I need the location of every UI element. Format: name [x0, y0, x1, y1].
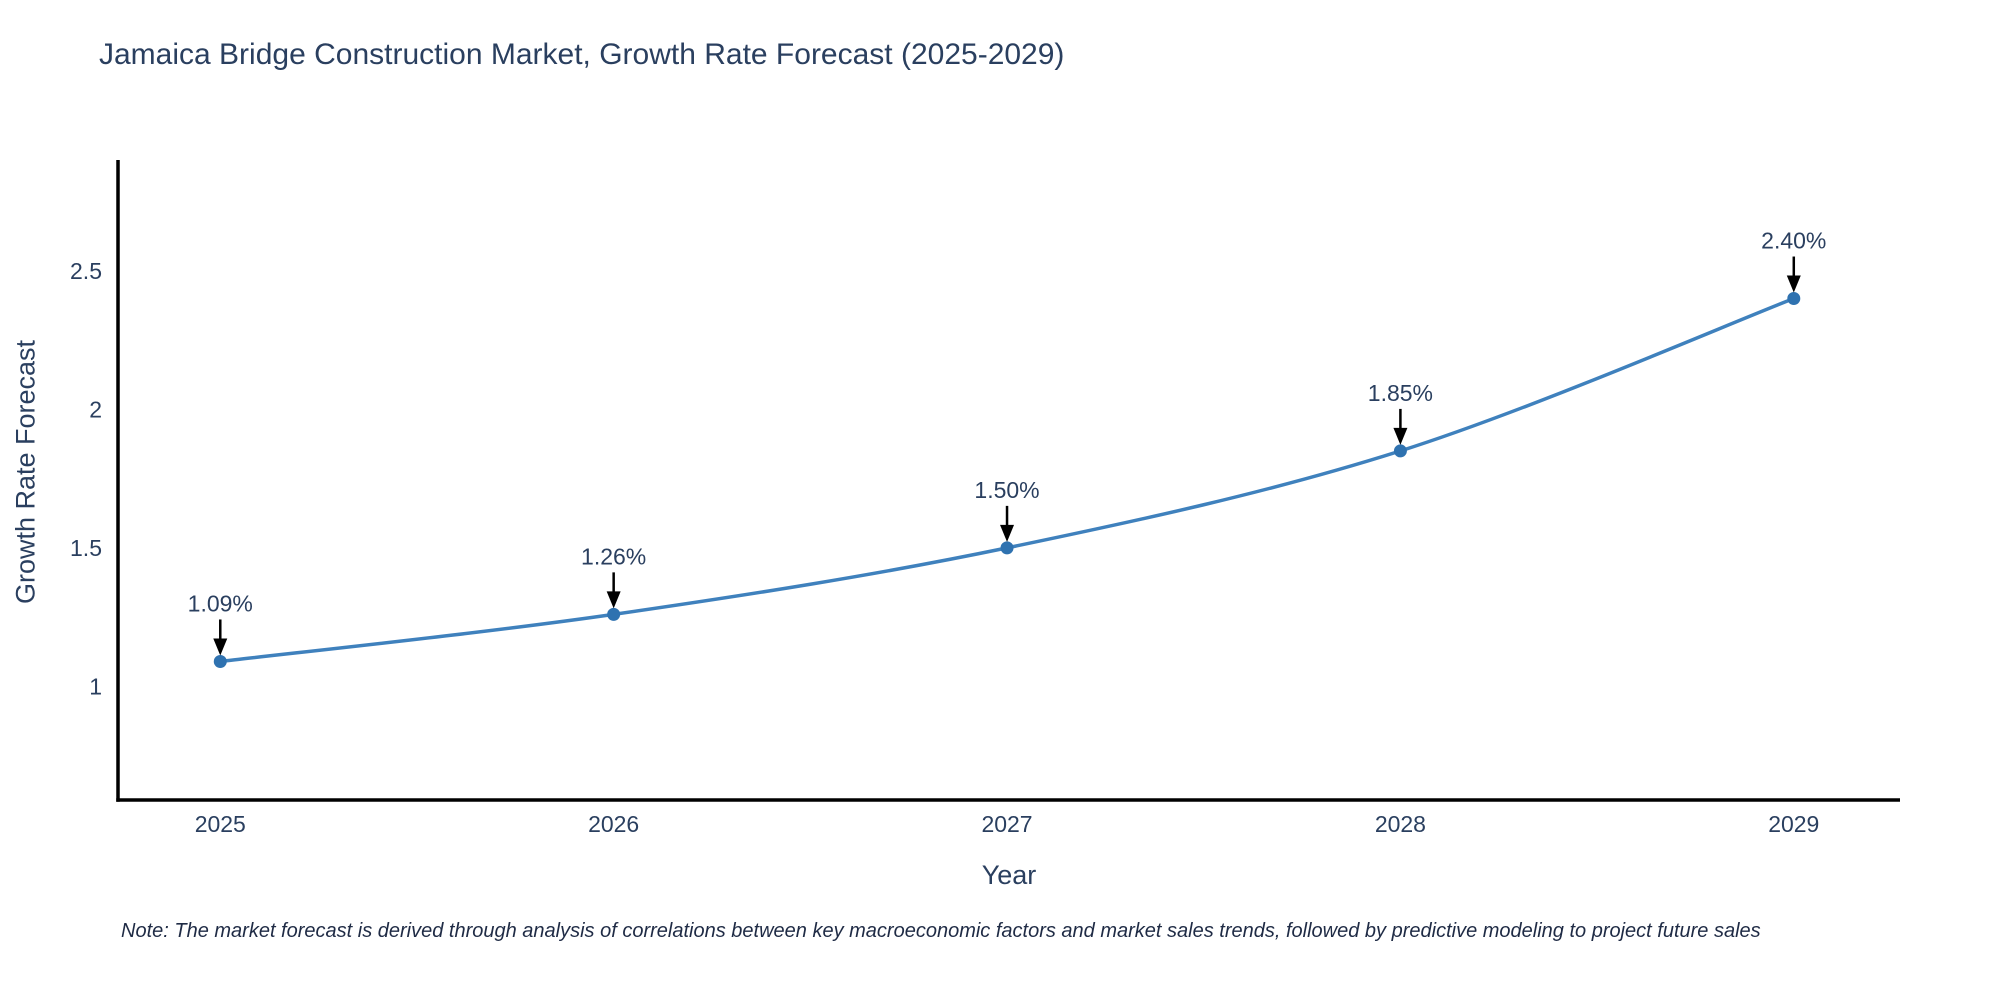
annotation-arrowhead-icon: [1393, 427, 1408, 445]
x-axis-title: Year: [981, 860, 1037, 890]
data-point-2025[interactable]: [213, 654, 227, 668]
x-tick-label: 2029: [1768, 811, 1819, 837]
x-tick-label: 2026: [588, 811, 639, 837]
data-point-2027[interactable]: [1000, 541, 1014, 555]
annotation-arrowhead-icon: [1000, 524, 1015, 542]
data-point-label: 1.09%: [188, 590, 253, 616]
x-tick-label: 2028: [1375, 811, 1426, 837]
data-point-label: 1.26%: [581, 543, 646, 569]
footnote: Note: The market forecast is derived thr…: [121, 920, 1761, 942]
y-tick-label: 1: [89, 673, 102, 699]
x-tick-label: 2025: [195, 811, 246, 837]
y-axis-title: Growth Rate Forecast: [10, 339, 41, 605]
y-tick-label: 1.5: [70, 535, 102, 561]
annotation-arrowhead-icon: [606, 591, 621, 609]
data-point-label: 1.50%: [974, 477, 1039, 503]
data-point-2028[interactable]: [1393, 444, 1407, 458]
annotation-arrowhead-icon: [1786, 275, 1801, 293]
x-tick-label: 2027: [981, 811, 1032, 837]
data-point-2026[interactable]: [607, 607, 621, 621]
data-point-label: 1.85%: [1368, 380, 1433, 406]
data-point-2029[interactable]: [1787, 292, 1801, 306]
y-tick-label: 2.5: [70, 258, 102, 284]
y-tick-label: 2: [89, 396, 102, 422]
data-point-label: 2.40%: [1761, 228, 1826, 254]
chart-title: Jamaica Bridge Construction Market, Grow…: [99, 38, 1065, 71]
annotation-arrowhead-icon: [213, 638, 228, 656]
